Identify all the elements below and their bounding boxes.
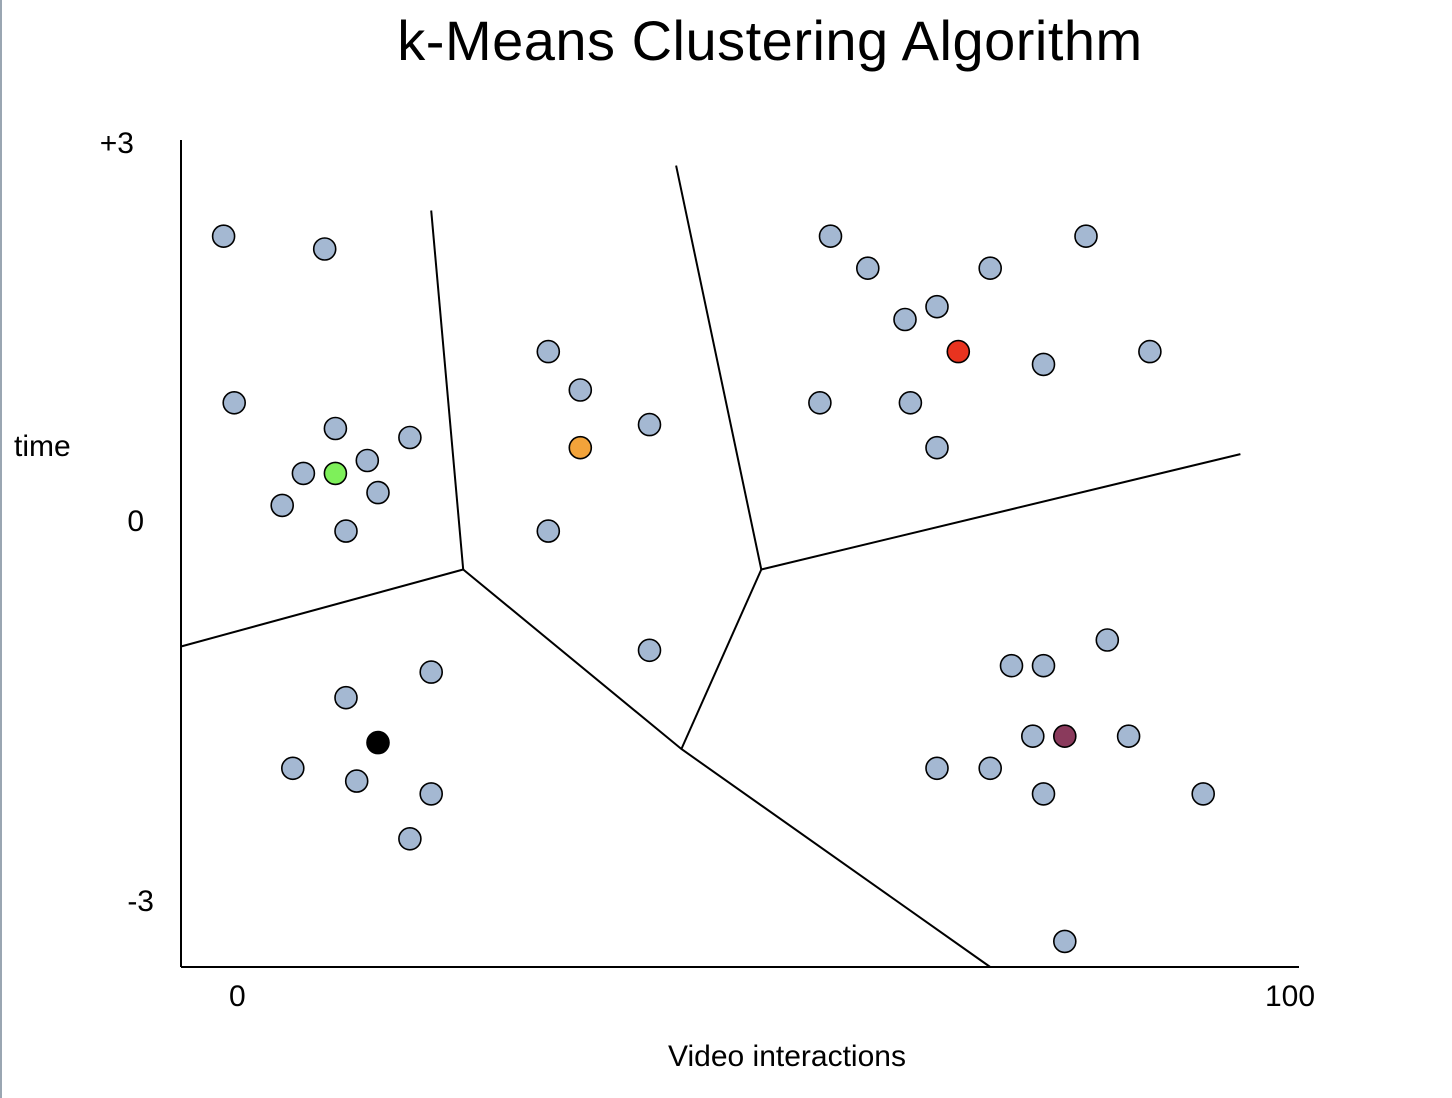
data-point [1074, 224, 1098, 248]
data-point [637, 412, 662, 437]
data-point [211, 224, 236, 248]
data-point [999, 653, 1024, 678]
data-point [270, 493, 295, 518]
data-point [925, 756, 949, 781]
data-point [536, 519, 561, 543]
centroid-point [946, 339, 971, 364]
data-point [1116, 724, 1141, 749]
data-point [978, 256, 1003, 281]
data-point [398, 826, 422, 851]
y-tick-label-bottom: -3 [127, 885, 154, 918]
y-axis-label: time [14, 430, 71, 463]
data-point [1053, 929, 1077, 954]
data-point [818, 224, 843, 248]
data-point [1138, 339, 1162, 364]
boundary-line [680, 569, 763, 750]
y-tick-label-zero: 0 [127, 505, 144, 538]
data-point [1031, 352, 1056, 377]
centroid-point [1053, 724, 1077, 749]
data-point [398, 425, 422, 450]
data-point [312, 237, 337, 261]
boundary-line [462, 568, 991, 968]
data-point [1031, 782, 1056, 806]
data-point [893, 307, 917, 332]
data-point [1095, 628, 1120, 652]
data-point [637, 638, 662, 663]
data-point [366, 480, 390, 505]
data-point [419, 660, 444, 684]
centroid-point [568, 435, 593, 460]
data-point [568, 378, 593, 402]
data-point [419, 782, 444, 806]
y-tick-label-top: +3 [99, 127, 134, 160]
centroid-point [366, 730, 390, 755]
data-point [1021, 724, 1045, 749]
centroid-point [323, 461, 348, 486]
boundary-line [761, 453, 1241, 571]
data-point [355, 448, 380, 473]
data-point [925, 294, 949, 319]
boundary-line [180, 568, 464, 648]
x-tick-label-zero: 0 [229, 980, 246, 1013]
data-point [978, 756, 1003, 781]
x-axis-label: Video interactions [668, 1040, 906, 1073]
data-point [925, 435, 949, 460]
boundary-line [675, 165, 763, 570]
voronoi-boundaries [180, 165, 1241, 968]
data-point [291, 461, 316, 486]
data-point [323, 416, 348, 441]
data-point [344, 769, 369, 793]
data-point [222, 390, 246, 415]
data-point [855, 256, 880, 281]
data-point [334, 685, 358, 710]
boundary-line [430, 210, 465, 570]
data-points [211, 224, 1215, 954]
data-point [334, 519, 358, 543]
data-point [898, 390, 923, 415]
chart-title: k-Means Clustering Algorithm [397, 9, 1143, 72]
left-edge-line [0, 0, 2, 1098]
data-point [280, 756, 305, 781]
data-point [536, 339, 561, 364]
data-point [1031, 653, 1056, 678]
data-point [808, 390, 832, 415]
x-tick-label-hundred: 100 [1265, 980, 1316, 1013]
data-point [1191, 782, 1215, 806]
cluster-centroids [323, 339, 1077, 755]
